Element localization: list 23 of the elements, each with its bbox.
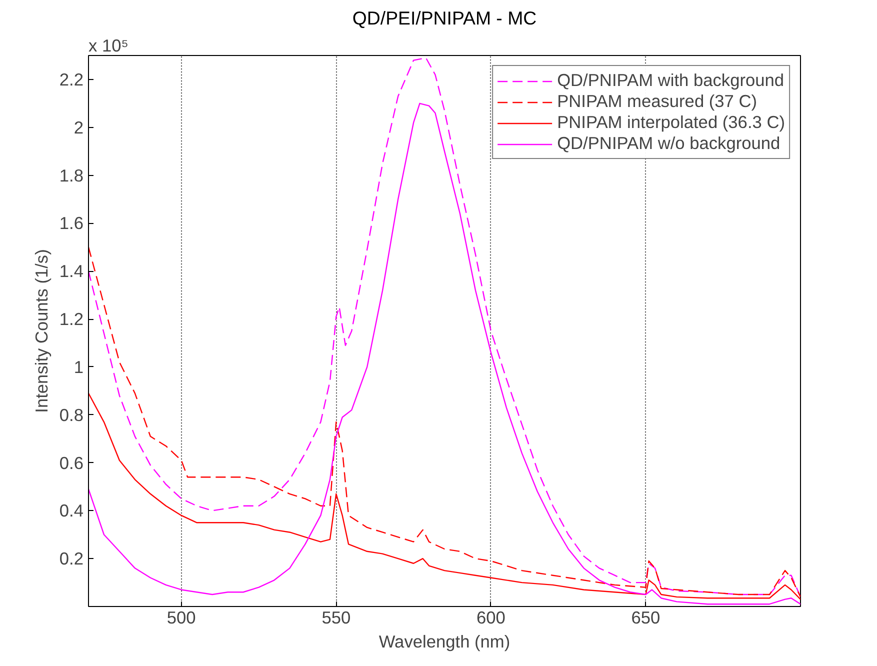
legend-label: PNIPAM interpolated (36.3 C) [557, 112, 785, 133]
text: x 10⁵ [88, 36, 128, 56]
y-axis-title: Intensity Counts (1/s) [31, 249, 52, 413]
x-tick-label: 650 [631, 608, 660, 628]
y-tick-label: 1.8 [59, 165, 84, 186]
y-tick-label: 2.2 [59, 69, 84, 90]
y-tick-label: 1.6 [59, 213, 84, 234]
y-tick-label: 1.2 [59, 309, 84, 330]
x-tick-label: 600 [476, 608, 506, 628]
y-tick-label: 2 [74, 117, 84, 138]
legend-label: QD/PNIPAM with background [557, 70, 784, 91]
y-tick-label: 0.4 [59, 500, 84, 521]
x-axis-title: Wavelength (nm) [378, 632, 510, 652]
y-tick-label: 0.2 [59, 548, 84, 569]
x-tick-label: 550 [322, 608, 351, 628]
x-tick-label: 500 [166, 608, 196, 628]
y-tick-label: 0.6 [59, 452, 84, 473]
chart-title: QD/PEI/PNIPAM - MC [352, 8, 537, 28]
y-tick-label: 1 [74, 356, 84, 377]
legend-label: QD/PNIPAM w/o background [557, 133, 780, 154]
y-tick-label: 0.8 [59, 404, 84, 425]
y-tick-label: 1.4 [59, 261, 84, 282]
legend-label: PNIPAM measured (37 C) [557, 91, 758, 112]
